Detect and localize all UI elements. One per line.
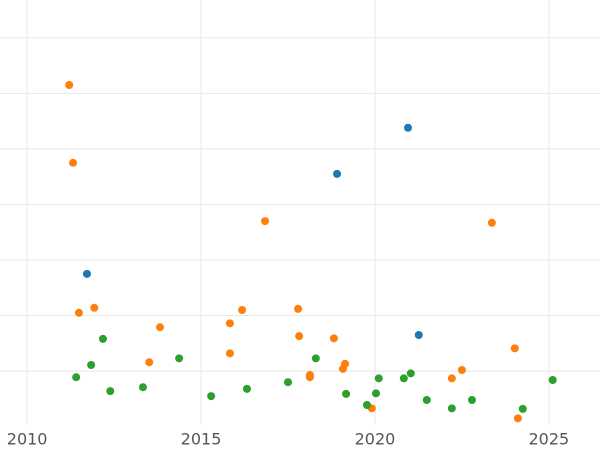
point (362, 401, 371, 409)
point (338, 364, 347, 373)
x-tick-label: 2010 (7, 430, 48, 449)
point (422, 396, 431, 404)
point (225, 319, 234, 328)
point (295, 332, 304, 341)
point (90, 303, 99, 312)
point (468, 396, 476, 404)
point (311, 354, 320, 363)
point (333, 169, 342, 178)
point (106, 387, 115, 396)
point (175, 354, 184, 363)
point (69, 158, 78, 167)
point (342, 389, 351, 398)
point (487, 218, 496, 227)
point (510, 344, 519, 353)
point (414, 331, 423, 339)
point (294, 304, 303, 313)
point (72, 373, 81, 382)
point (329, 334, 338, 343)
point (406, 369, 415, 378)
point (207, 392, 216, 401)
point (238, 306, 247, 314)
x-tick-label: 2025 (529, 430, 570, 449)
point (457, 366, 466, 374)
point (74, 308, 83, 317)
point (242, 384, 251, 393)
point (82, 269, 91, 278)
point (548, 376, 557, 384)
point (399, 374, 408, 383)
point (305, 373, 314, 382)
point (374, 374, 383, 383)
point (284, 378, 292, 387)
point (138, 383, 147, 392)
point (156, 323, 164, 332)
point (518, 404, 527, 413)
point (372, 389, 380, 398)
point (98, 334, 107, 343)
point (261, 217, 270, 226)
point (87, 361, 96, 369)
point (513, 414, 522, 423)
x-tick-label: 2015 (181, 430, 222, 449)
point (225, 349, 234, 358)
point (447, 404, 456, 413)
point (404, 123, 412, 132)
point (65, 81, 74, 89)
point (447, 374, 456, 383)
x-tick-label: 2020 (355, 430, 396, 449)
point (145, 358, 154, 367)
